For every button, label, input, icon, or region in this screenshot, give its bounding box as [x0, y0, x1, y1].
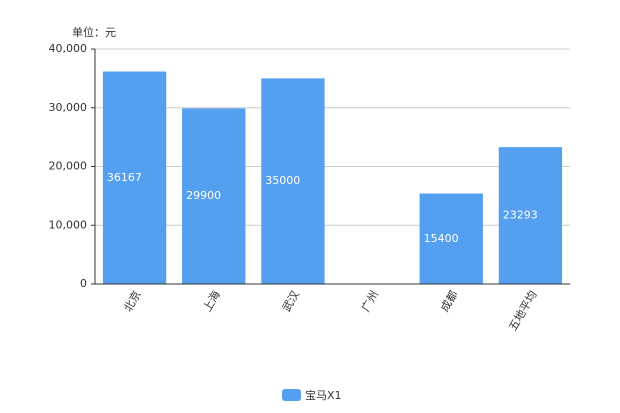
legend-label: 宝马X1: [305, 388, 342, 402]
y-tick-label: 20,000: [49, 160, 88, 173]
legend-swatch: [282, 389, 301, 401]
data-label: 36167: [107, 171, 142, 184]
unit-label: 单位：元: [72, 25, 116, 39]
bar: [498, 147, 563, 284]
y-tick-label: 10,000: [49, 218, 88, 231]
x-tick-label: 北京: [121, 288, 144, 314]
bar: [102, 71, 167, 284]
bar: [182, 108, 246, 285]
data-label: 35000: [265, 174, 300, 187]
y-tick-label: 30,000: [49, 101, 88, 114]
data-label: 15400: [424, 232, 459, 245]
x-tick-label: 广州: [359, 289, 381, 315]
bar: [261, 78, 325, 284]
bar: [419, 193, 483, 284]
x-tick-label: 武汉: [280, 289, 302, 315]
data-label: 23293: [503, 209, 538, 222]
x-tick-label: 成都: [438, 289, 460, 315]
x-tick-label: 上海: [200, 288, 223, 314]
data-label: 29900: [186, 189, 221, 202]
x-tick-label: 五地平均: [506, 289, 539, 334]
y-tick-label: 0: [80, 277, 87, 290]
y-tick-label: 40,000: [49, 42, 88, 55]
